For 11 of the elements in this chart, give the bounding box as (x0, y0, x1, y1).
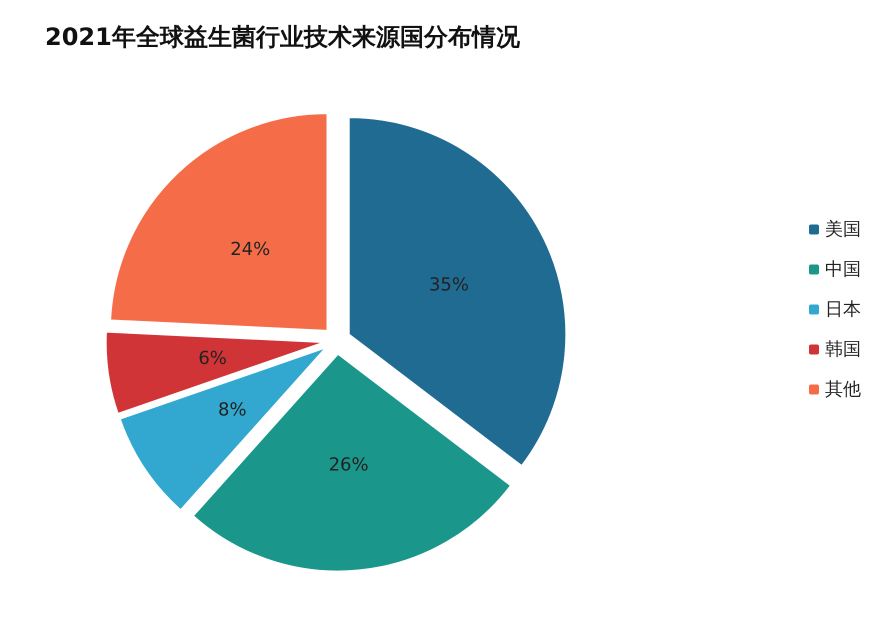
data-label: 35% (428, 274, 469, 296)
legend-label: 其他 (825, 379, 861, 400)
data-label: 8% (218, 399, 247, 420)
legend-label: 美国 (825, 219, 861, 240)
legend-label: 日本 (825, 299, 861, 320)
legend-label: 中国 (825, 259, 861, 280)
data-label: 6% (198, 348, 227, 369)
chart-title: 2021年全球益生菌行业技术来源国分布情况 (45, 23, 521, 51)
legend-label: 韩国 (825, 339, 861, 360)
data-label: 24% (230, 239, 270, 260)
data-label: 26% (328, 454, 369, 476)
